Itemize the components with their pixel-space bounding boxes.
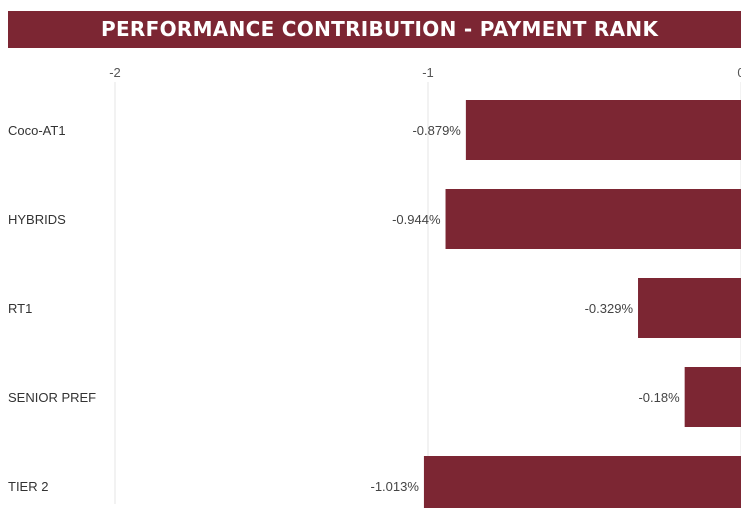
category-label: HYBRIDS: [8, 212, 66, 227]
bar-tier-2: [423, 456, 741, 508]
data-label: -0.18%: [638, 390, 680, 405]
data-label: -1.013%: [371, 479, 420, 494]
x-tick-label: 0: [737, 65, 741, 80]
data-label: -0.944%: [392, 212, 441, 227]
x-tick-label: -1: [422, 65, 434, 80]
bar-rt1: [638, 278, 741, 338]
category-label: Coco-AT1: [8, 123, 66, 138]
data-label: -0.329%: [585, 301, 634, 316]
x-tick-label: -2: [109, 65, 121, 80]
chart-title: PERFORMANCE CONTRIBUTION - PAYMENT RANK: [8, 11, 741, 48]
bar-coco-at1: [465, 100, 741, 160]
category-label: SENIOR PREF: [8, 390, 96, 405]
data-label: -0.879%: [412, 123, 461, 138]
bar-senior-pref: [684, 367, 741, 427]
category-label: TIER 2: [8, 479, 48, 494]
category-label: RT1: [8, 301, 32, 316]
bar-hybrids: [445, 189, 741, 249]
